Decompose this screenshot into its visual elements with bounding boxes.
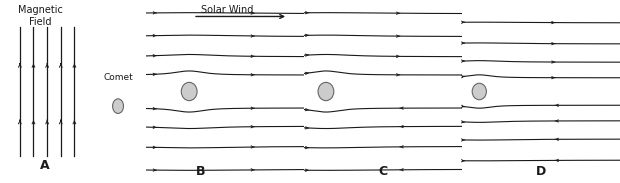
Text: B: B	[197, 165, 206, 178]
Circle shape	[472, 83, 487, 100]
Text: C: C	[378, 165, 388, 178]
Text: A: A	[40, 159, 49, 172]
Text: Solar Wind: Solar Wind	[201, 5, 254, 16]
Text: Comet: Comet	[103, 73, 133, 82]
Circle shape	[181, 82, 197, 101]
Text: Magnetic
Field: Magnetic Field	[18, 5, 63, 27]
Circle shape	[318, 82, 334, 101]
Text: D: D	[536, 165, 546, 178]
Circle shape	[113, 99, 123, 113]
